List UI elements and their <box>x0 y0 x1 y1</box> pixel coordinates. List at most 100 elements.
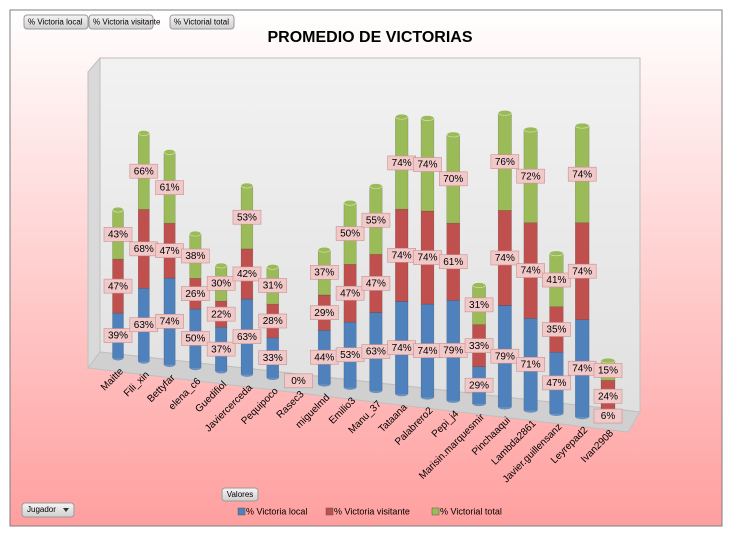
cylinder-cap <box>240 182 254 189</box>
cylinder-base <box>112 355 124 361</box>
data-label: 50% <box>185 334 205 345</box>
cylinder-base <box>241 371 253 377</box>
data-label-box <box>103 328 133 343</box>
data-label: 38% <box>185 251 205 262</box>
data-label-box <box>516 357 545 372</box>
cylinder-base <box>215 368 227 374</box>
data-label-box <box>464 297 494 313</box>
data-label-box <box>181 331 210 346</box>
data-label: 30% <box>211 278 231 289</box>
data-label: 15% <box>598 366 618 377</box>
data-label-box <box>490 250 520 266</box>
data-label-box <box>361 276 391 291</box>
cylinder-base <box>523 407 538 413</box>
cylinder-cap <box>574 122 590 129</box>
field-button[interactable] <box>23 14 89 30</box>
cylinder-base <box>446 397 460 403</box>
data-label: 74% <box>417 346 437 357</box>
field-button-label[interactable]: % Victoria visitante <box>93 18 161 27</box>
cylinder-cap <box>317 246 331 253</box>
cylinder-cap <box>395 113 409 120</box>
cylinder-cap <box>472 282 486 288</box>
data-label: 63% <box>134 320 154 331</box>
data-label: 31% <box>263 281 283 292</box>
legend-label: % Victorial total <box>440 506 502 516</box>
data-label-box <box>232 209 262 225</box>
row-field-button[interactable] <box>21 502 75 518</box>
data-label: 28% <box>263 316 283 327</box>
data-label-box <box>335 285 365 301</box>
legend-swatch <box>237 507 246 516</box>
cylinder-base <box>395 391 409 397</box>
cylinder-base <box>189 365 202 371</box>
cylinder-cap <box>266 264 280 270</box>
data-label: 63% <box>366 347 386 358</box>
data-label: 33% <box>263 353 283 364</box>
data-label-box <box>181 248 210 264</box>
legend-label: % Victoria visitante <box>334 506 410 516</box>
data-label-box <box>181 286 210 301</box>
data-label: 22% <box>211 309 231 320</box>
data-label: 70% <box>443 174 463 185</box>
values-button[interactable] <box>221 487 259 502</box>
data-label-box <box>284 373 313 389</box>
cylinder-base <box>549 410 564 416</box>
data-label: 50% <box>340 229 360 240</box>
data-label: 29% <box>314 308 334 319</box>
data-label: 61% <box>443 257 463 268</box>
data-label-box <box>438 254 468 270</box>
data-label: 47% <box>108 281 128 292</box>
data-label-box <box>542 272 571 288</box>
field-button[interactable] <box>88 14 154 30</box>
cylinder-base <box>343 384 357 390</box>
data-label: 74% <box>392 158 412 169</box>
data-label: 26% <box>185 289 205 300</box>
data-label-box <box>232 329 262 344</box>
data-label: 47% <box>546 378 566 389</box>
data-label-box <box>464 338 494 353</box>
data-label-box <box>258 350 288 366</box>
field-button-label[interactable]: % Victoria local <box>28 18 83 27</box>
data-label-box <box>310 305 339 320</box>
dropdown-arrow[interactable] <box>63 508 69 512</box>
data-label-box <box>206 276 236 291</box>
data-label-box <box>361 212 391 228</box>
data-label-box <box>593 363 623 378</box>
cylinder-cap <box>420 115 435 121</box>
data-label-box <box>490 348 520 364</box>
data-label-box <box>310 265 339 280</box>
data-label: 63% <box>237 332 257 343</box>
data-label: 24% <box>598 391 618 402</box>
row-field-label[interactable]: Jugador <box>27 505 56 514</box>
data-label: 44% <box>314 352 334 363</box>
field-button-label[interactable]: % Victorial total <box>174 18 229 27</box>
data-label-box <box>593 388 623 404</box>
data-label: 74% <box>572 266 592 277</box>
data-label: 55% <box>366 215 386 226</box>
cylinder-base <box>472 401 486 407</box>
cylinder-cap <box>112 206 124 213</box>
data-label: 68% <box>134 244 154 255</box>
data-label: 42% <box>237 269 257 280</box>
values-button-label[interactable]: Valores <box>227 490 254 499</box>
data-label-box <box>567 166 597 182</box>
cylinder-base <box>369 388 383 394</box>
cylinder-base <box>575 414 590 420</box>
data-label-box <box>464 377 494 393</box>
field-button[interactable] <box>169 14 235 30</box>
data-label: 74% <box>392 250 412 261</box>
data-label-box <box>542 375 571 391</box>
data-label: 37% <box>314 267 334 278</box>
data-label-box <box>155 314 184 329</box>
cylinder-cap <box>163 149 176 155</box>
cylinder-base <box>498 404 512 410</box>
data-label: 31% <box>469 300 489 311</box>
data-label: 72% <box>521 171 541 182</box>
data-label: 79% <box>495 351 515 362</box>
data-label-box <box>155 180 184 195</box>
data-label-box <box>258 313 288 329</box>
data-label-box <box>413 157 442 172</box>
data-label: 74% <box>521 266 541 277</box>
data-label-box <box>103 227 133 242</box>
